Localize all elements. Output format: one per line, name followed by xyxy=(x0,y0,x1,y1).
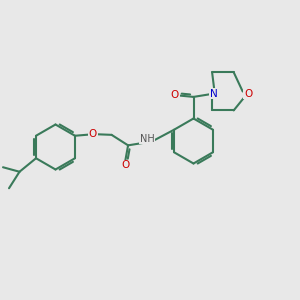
Text: NH: NH xyxy=(140,134,155,144)
Text: O: O xyxy=(171,90,179,100)
Text: O: O xyxy=(89,129,97,139)
Text: O: O xyxy=(121,160,129,170)
Text: N: N xyxy=(210,89,218,99)
Text: O: O xyxy=(244,89,252,99)
